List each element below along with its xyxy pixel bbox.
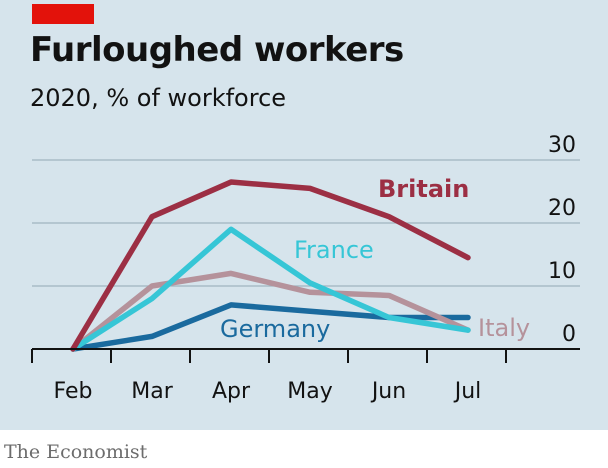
y-tick-label-10: 10	[548, 259, 576, 284]
series-line-france	[70, 226, 471, 352]
series-line-italy	[70, 270, 471, 352]
chart-title: Furloughed workers	[30, 30, 404, 70]
series-label-britain: Britain	[378, 175, 469, 203]
x-tick-label-jun: Jun	[370, 379, 406, 404]
x-tick-label-jul: Jul	[453, 379, 482, 404]
x-tick-label-apr: Apr	[212, 379, 251, 404]
x-tick-label-mar: Mar	[131, 379, 173, 404]
brand-red-tag	[32, 4, 94, 24]
series-label-germany: Germany	[220, 315, 330, 343]
x-tick-label-feb: Feb	[54, 379, 93, 404]
line-chart: 0 10 20 30 Britain France Italy Germany Feb Mar…	[31, 133, 580, 404]
y-tick-label-20: 20	[548, 196, 576, 221]
series-label-italy: Italy	[478, 314, 530, 342]
chart-subtitle: 2020, % of workforce	[30, 84, 287, 112]
series-label-france: France	[294, 236, 374, 264]
x-tick-label-may: May	[287, 379, 332, 404]
series-line-britain	[70, 179, 471, 352]
y-tick-label-30: 30	[548, 133, 576, 158]
source-credit: The Economist	[4, 441, 148, 463]
y-tick-label-0: 0	[562, 322, 576, 347]
